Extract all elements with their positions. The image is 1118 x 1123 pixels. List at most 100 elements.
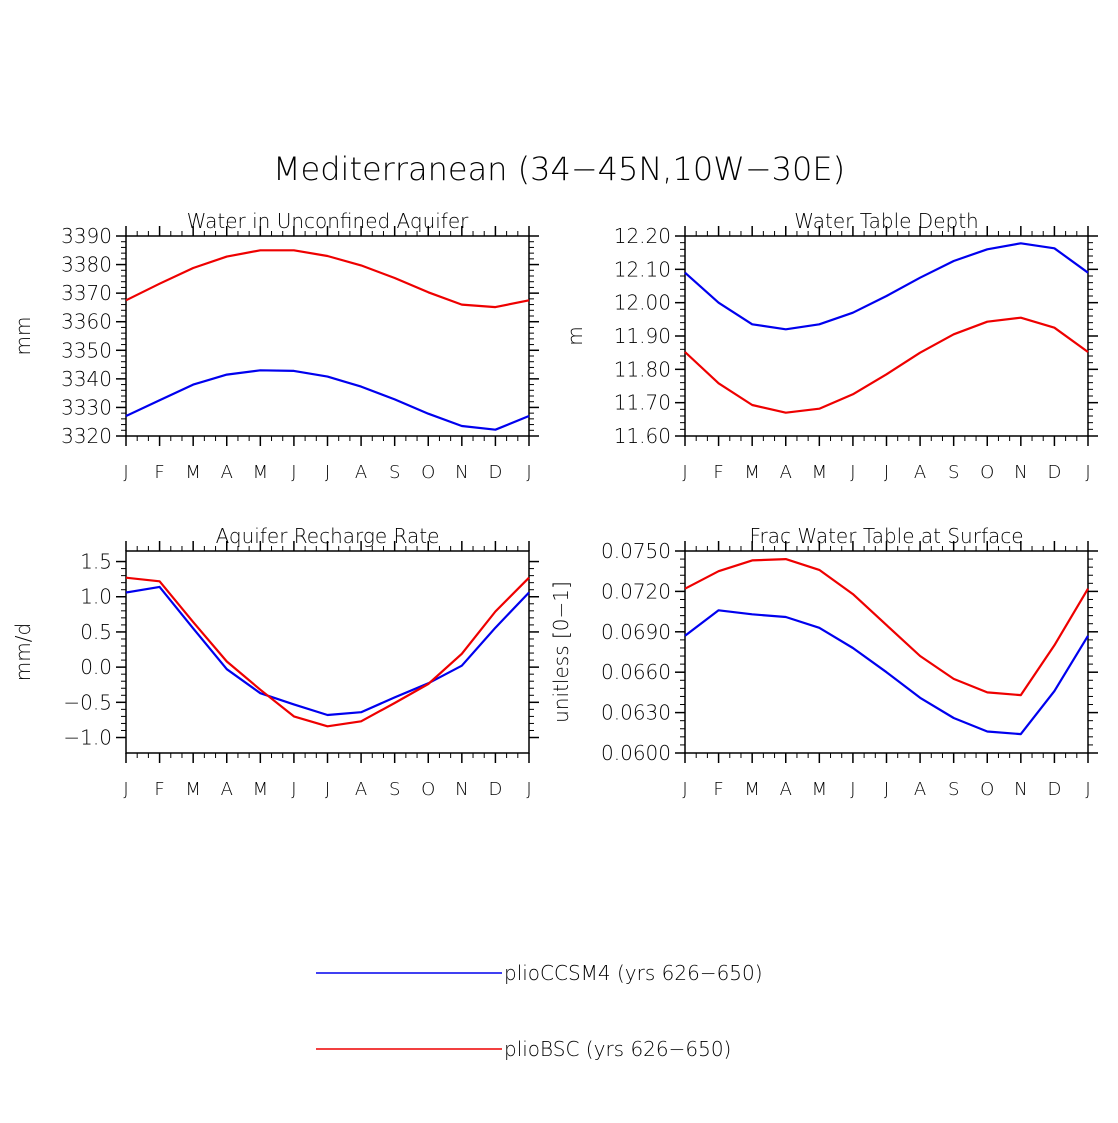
x-tick-label: O <box>980 779 994 800</box>
x-tick-label: S <box>948 779 959 800</box>
x-tick-label: J <box>884 779 889 800</box>
x-tick-label: S <box>389 779 400 800</box>
main-title: Mediterranean (34−45N,10W−30E) <box>273 150 845 188</box>
x-tick-label: M <box>744 779 760 800</box>
x-tick-label: S <box>948 462 959 483</box>
x-tick-label: M <box>812 462 828 483</box>
y-axis-label: unitless [0−1] <box>549 581 573 723</box>
x-tick-label: M <box>744 462 760 483</box>
x-tick-label: F <box>713 462 723 483</box>
y-tick-label: 0.0660 <box>601 660 671 684</box>
x-tick-label: J <box>123 779 128 800</box>
x-tick-label: J <box>526 462 531 483</box>
x-tick-label: J <box>291 462 296 483</box>
x-tick-label: F <box>713 779 723 800</box>
x-tick-label: D <box>1047 462 1061 483</box>
series-line-pliobsc <box>684 316 1089 414</box>
series-line-pliocesm4 <box>684 242 1089 331</box>
y-tick-label: 0.5 <box>80 620 112 644</box>
x-tick-label: A <box>914 779 926 800</box>
y-tick-label: 12.20 <box>614 224 671 248</box>
series-line-pliobsc <box>125 249 530 309</box>
x-tick-label: A <box>221 779 233 800</box>
y-tick-label: 0.0720 <box>601 579 671 603</box>
x-tick-label: J <box>325 779 330 800</box>
x-tick-label: F <box>154 779 164 800</box>
x-tick-label: J <box>850 462 855 483</box>
y-axis-label: mm <box>11 317 35 356</box>
x-tick-label: O <box>421 462 435 483</box>
x-tick-label: N <box>1014 462 1027 483</box>
x-tick-label: O <box>980 462 994 483</box>
y-tick-label: 3360 <box>61 310 112 334</box>
plot-frame <box>125 235 530 437</box>
x-tick-label: M <box>253 462 269 483</box>
x-tick-label: S <box>389 462 400 483</box>
x-tick-label: O <box>421 779 435 800</box>
x-tick-label: A <box>355 779 367 800</box>
y-tick-label: 3370 <box>61 281 112 305</box>
x-tick-label: J <box>1085 779 1090 800</box>
legend-label-pliocesm4: plioCCSM4 (yrs 626−650) <box>504 961 763 985</box>
x-tick-label: M <box>812 779 828 800</box>
y-tick-label: 11.70 <box>614 391 671 415</box>
series-line-pliobsc <box>125 576 530 728</box>
x-tick-label: J <box>884 462 889 483</box>
series-line-pliobsc <box>684 557 1089 697</box>
y-tick-label: −0.5 <box>63 690 112 714</box>
y-tick-label: 3350 <box>61 338 112 362</box>
x-tick-label: A <box>780 462 792 483</box>
x-tick-label: D <box>488 779 502 800</box>
x-tick-label: M <box>253 779 269 800</box>
x-tick-label: J <box>850 779 855 800</box>
y-tick-label: 11.60 <box>614 424 671 448</box>
x-tick-label: F <box>154 462 164 483</box>
x-tick-label: D <box>1047 779 1061 800</box>
y-tick-label: 11.80 <box>614 357 671 381</box>
series-line-pliocesm4 <box>684 609 1089 736</box>
y-tick-label: 0.0 <box>80 655 112 679</box>
x-tick-label: A <box>780 779 792 800</box>
y-axis-label: mm/d <box>11 623 35 681</box>
y-tick-label: 1.5 <box>80 550 112 574</box>
y-tick-label: 12.00 <box>614 291 671 315</box>
plot-frame <box>125 550 530 754</box>
y-axis-label: m <box>563 326 587 345</box>
x-tick-label: N <box>455 779 468 800</box>
x-tick-label: M <box>185 462 201 483</box>
y-tick-label: 12.10 <box>614 257 671 281</box>
legend: plioCCSM4 (yrs 626−650) plioBSC (yrs 626… <box>316 961 763 1061</box>
y-tick-label: 3330 <box>61 395 112 419</box>
y-tick-label: 3390 <box>61 224 112 248</box>
x-tick-label: A <box>221 462 233 483</box>
y-tick-label: 3320 <box>61 424 112 448</box>
x-tick-label: D <box>488 462 502 483</box>
y-tick-label: 0.0600 <box>601 741 671 765</box>
y-tick-label: 0.0750 <box>601 539 671 563</box>
x-tick-label: J <box>682 779 687 800</box>
x-tick-label: J <box>123 462 128 483</box>
x-tick-label: N <box>455 462 468 483</box>
x-tick-label: M <box>185 779 201 800</box>
x-tick-label: J <box>682 462 687 483</box>
series-line-pliocesm4 <box>125 585 530 717</box>
plot-frame <box>684 235 1089 437</box>
series-line-pliocesm4 <box>125 369 530 431</box>
x-tick-label: J <box>291 779 296 800</box>
y-tick-label: 3380 <box>61 253 112 277</box>
plot-frame <box>684 550 1089 754</box>
y-tick-label: 0.0630 <box>601 701 671 725</box>
x-tick-label: A <box>914 462 926 483</box>
x-tick-label: J <box>325 462 330 483</box>
x-tick-label: N <box>1014 779 1027 800</box>
y-tick-label: 1.0 <box>80 585 112 609</box>
x-tick-label: J <box>526 779 531 800</box>
y-tick-label: 11.90 <box>614 324 671 348</box>
